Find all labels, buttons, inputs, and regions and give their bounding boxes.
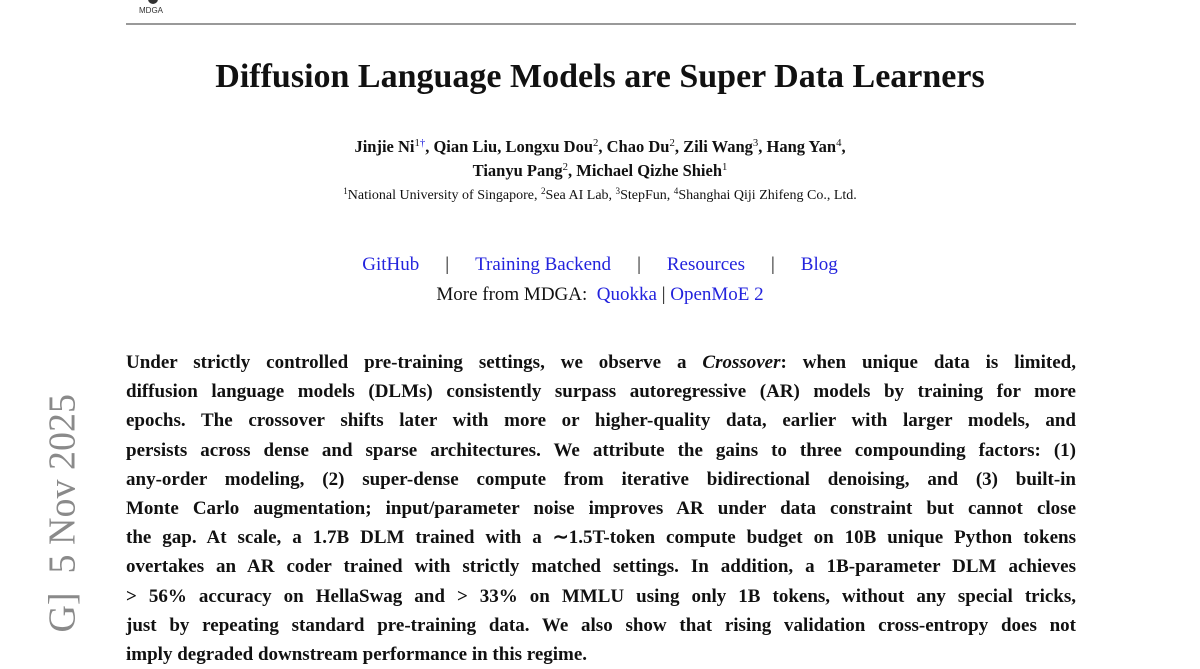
author-name: Jinjie Ni (354, 137, 415, 156)
comma: , (758, 137, 763, 156)
abstract-text: : when unique data is limited, (780, 352, 1076, 373)
more-label: More from MDGA: (436, 284, 588, 305)
author-name: Zili Wang (683, 137, 753, 156)
abstract-line: the gap. At scale, a 1.7B DLM trained wi… (126, 523, 1076, 552)
abstract-line: Monte Carlo augmentation; input/paramete… (126, 494, 1076, 523)
paper-title: Diffusion Language Models are Super Data… (215, 58, 985, 95)
link[interactable]: Resources (666, 254, 745, 275)
logo-icon (148, 0, 158, 4)
emphasis: Crossover (702, 352, 781, 373)
link[interactable]: Blog (800, 254, 838, 275)
logo-text: MDGA (139, 6, 163, 15)
author-name: Michael Qizhe Shieh (576, 161, 723, 180)
author-sup: 2 (593, 137, 598, 149)
abstract-line: persists across dense and sparse archite… (126, 436, 1076, 465)
author-sup: 3 (753, 137, 758, 149)
affiliation-index: 2 (593, 137, 599, 150)
affiliation-index: 4 (836, 137, 842, 150)
abstract-text: any-order modeling, (2) super-dense comp… (126, 468, 1076, 490)
comma: , (598, 137, 603, 156)
abstract-line: > 56% accuracy on HellaSwag and > 33% on… (126, 582, 1076, 611)
affiliation-index: 2 (562, 161, 569, 174)
abstract: Under strictly controlled pre-training s… (126, 348, 1076, 669)
abstract-text: just by repeating standard pre-training … (126, 614, 1076, 636)
stamp-text: G] 5 Nov 2025 (42, 394, 84, 633)
abstract-line: Under strictly controlled pre-training s… (126, 348, 1076, 377)
author-sup: 1 (722, 161, 727, 173)
affiliation-index: 3 (752, 137, 759, 150)
abstract-text: Under strictly controlled pre-training s… (126, 352, 703, 373)
author-name: Tianyu Pang (472, 161, 563, 180)
author-name: Qian Liu (433, 137, 498, 156)
affiliation-name: Sea AI Lab (545, 188, 609, 203)
author-name: Chao Du (606, 137, 670, 156)
abstract-line: overtakes an AR coder trained with stric… (126, 552, 1076, 581)
affiliation-index: 1 (722, 161, 728, 174)
affiliation-name: Shanghai Qiji Zhifeng Co., Ltd. (678, 188, 857, 203)
more-links: More from MDGA: Quokka | OpenMoE 2 (0, 284, 1200, 306)
affiliation-index: 1 (343, 186, 348, 196)
link[interactable]: OpenMoE 2 (670, 284, 764, 305)
affiliation-index: 2 (669, 137, 675, 150)
link-separator: | (637, 254, 641, 275)
abstract-line: just by repeating standard pre-training … (126, 611, 1076, 640)
abstract-text: Monte Carlo augmentation; input/paramete… (126, 497, 1076, 519)
link[interactable]: Training Backend (475, 254, 612, 275)
link-separator: | (770, 254, 775, 275)
abstract-line: any-order modeling, (2) super-dense comp… (126, 465, 1076, 494)
abstract-text: the gap. At scale, a 1.7B DLM trained wi… (126, 527, 1076, 549)
author-name: Longxu Dou (505, 137, 594, 156)
affiliation-index: 1 (414, 137, 420, 150)
comma: , (674, 137, 679, 156)
links: GitHub | Training Backend | Resources | Blog (0, 254, 1200, 276)
author-line: Jinjie Ni1†, Qian Liu, Longxu Dou2, Chao… (0, 137, 1200, 157)
abstract-text: diffusion language models (DLMs) consist… (126, 381, 1076, 403)
affiliation-name: National University of Singapore (347, 188, 534, 203)
author-sup: 1† (414, 137, 425, 149)
abstract-text: imply degraded downstream performance in… (126, 643, 588, 665)
affiliation-name: StepFun (620, 188, 667, 203)
comma: , (666, 188, 671, 203)
author-sup: 2 (669, 137, 674, 149)
comma: , (608, 188, 613, 203)
author-sup: 4 (836, 137, 841, 149)
comma: , (534, 188, 538, 203)
link-separator: | (661, 284, 666, 305)
abstract-line: imply degraded downstream performance in… (126, 640, 1076, 669)
abstract-line: epochs. The crossover shifts later with … (126, 406, 1076, 435)
comma: , (497, 137, 502, 156)
author-mark: † (419, 137, 426, 150)
affiliation-index: 2 (541, 186, 546, 196)
link-separator: | (445, 254, 450, 275)
abstract-text: overtakes an AR coder trained with stric… (126, 556, 1076, 578)
author-line: Tianyu Pang2, Michael Qizhe Shieh1 (0, 161, 1200, 181)
link[interactable]: GitHub (362, 254, 420, 275)
comma: , (841, 137, 846, 156)
author-name: Hang Yan (766, 137, 837, 156)
abstract-text: persists across dense and sparse archite… (126, 439, 1076, 461)
header-rule (126, 23, 1076, 25)
link[interactable]: Quokka (596, 284, 657, 305)
arxiv-stamp: G] 5 Nov 2025 (42, 394, 84, 633)
abstract-text: > 56% accuracy on HellaSwag and > 33% on… (126, 585, 1076, 607)
affiliations: 1National University of Singapore, 2Sea … (0, 186, 1200, 204)
abstract-text: epochs. The crossover shifts later with … (126, 410, 1076, 432)
affiliation-index: 4 (673, 186, 679, 196)
author-sup: 2 (563, 161, 568, 173)
affiliation-index: 3 (615, 186, 621, 196)
comma: , (568, 161, 573, 180)
abstract-line: diffusion language models (DLMs) consist… (126, 377, 1076, 406)
comma: , (425, 137, 430, 156)
